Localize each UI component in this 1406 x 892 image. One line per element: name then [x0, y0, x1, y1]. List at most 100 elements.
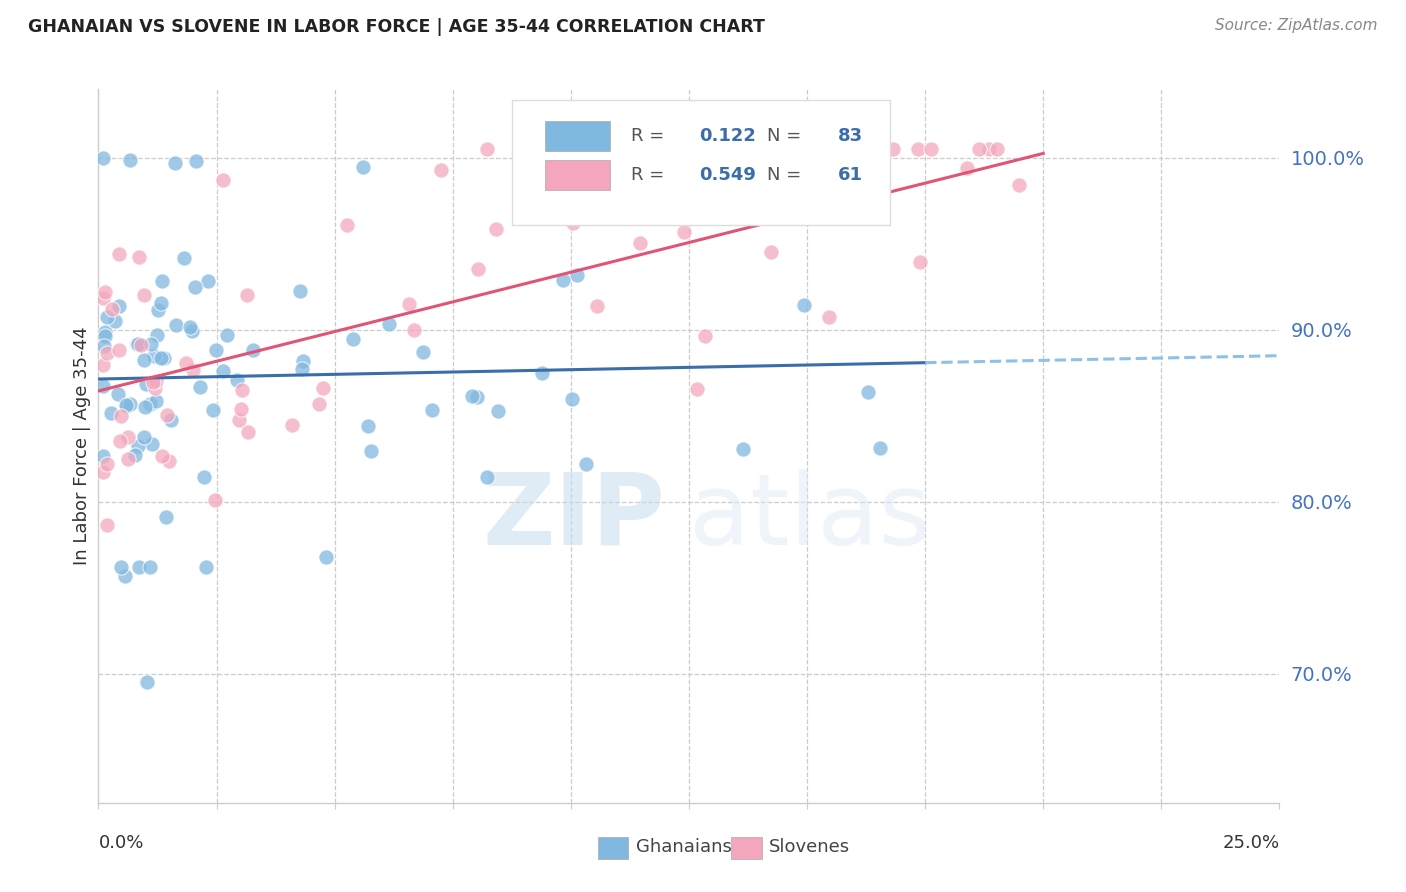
Point [96, 457, 118, 471]
Point [291, 353, 314, 368]
Point [128, 250, 150, 264]
Point [205, 343, 228, 358]
Point [153, 351, 176, 365]
Point [120, 397, 142, 411]
Point [465, 390, 488, 404]
Point [308, 397, 330, 411]
Point [673, 226, 696, 240]
FancyBboxPatch shape [546, 160, 610, 190]
Point [143, 381, 166, 395]
Point [225, 373, 247, 387]
Point [692, 180, 714, 194]
Point [96, 517, 118, 532]
Point [956, 161, 979, 176]
Point [129, 337, 152, 351]
Point [817, 310, 839, 324]
Point [352, 160, 374, 174]
Text: 0.0%: 0.0% [98, 834, 143, 852]
Point [420, 402, 443, 417]
Point [228, 413, 250, 427]
Point [117, 430, 139, 444]
Point [156, 409, 179, 423]
Point [117, 399, 139, 413]
Point [1008, 178, 1031, 193]
Point [91, 358, 114, 372]
Point [107, 387, 129, 401]
Point [731, 442, 754, 456]
Point [155, 510, 177, 524]
Point [603, 142, 626, 156]
Point [475, 470, 498, 484]
Point [236, 425, 259, 439]
Point [531, 366, 554, 380]
Point [567, 268, 589, 282]
Text: 0.549: 0.549 [700, 166, 756, 184]
Y-axis label: In Labor Force | Age 35-44: In Labor Force | Age 35-44 [73, 326, 91, 566]
Point [91, 465, 114, 479]
Point [242, 343, 264, 357]
Text: 83: 83 [838, 127, 863, 145]
Point [202, 402, 225, 417]
Point [141, 437, 163, 451]
Point [139, 336, 162, 351]
Point [108, 434, 131, 448]
Point [146, 303, 169, 318]
Point [561, 216, 583, 230]
Point [979, 142, 1001, 156]
Point [136, 675, 159, 690]
Point [128, 560, 150, 574]
Point [188, 380, 211, 394]
Point [197, 274, 219, 288]
Point [110, 409, 132, 424]
Point [181, 324, 204, 338]
Point [910, 255, 932, 269]
Point [166, 318, 188, 332]
Point [291, 362, 314, 376]
Point [127, 337, 149, 351]
Point [461, 389, 484, 403]
Point [145, 374, 167, 388]
Point [761, 244, 783, 259]
Point [360, 443, 382, 458]
Point [793, 298, 815, 312]
Point [138, 396, 160, 410]
Point [179, 320, 201, 334]
Point [127, 337, 149, 351]
Point [132, 430, 155, 444]
Point [342, 332, 364, 346]
Point [193, 470, 215, 484]
Point [94, 285, 117, 300]
Point [467, 262, 489, 277]
Point [100, 406, 122, 420]
Point [484, 222, 506, 236]
FancyBboxPatch shape [512, 100, 890, 225]
Point [142, 349, 165, 363]
Point [231, 383, 253, 397]
Point [138, 560, 160, 574]
Point [173, 251, 195, 265]
Point [107, 343, 129, 357]
Point [94, 329, 117, 343]
Point [288, 285, 311, 299]
Point [430, 163, 453, 178]
Point [969, 142, 991, 156]
Point [117, 452, 139, 467]
Text: Ghanaians: Ghanaians [636, 838, 731, 856]
Point [145, 393, 167, 408]
Point [212, 173, 235, 187]
Text: N =: N = [766, 127, 807, 145]
Point [91, 151, 114, 165]
Point [575, 457, 598, 471]
Text: GHANAIAN VS SLOVENE IN LABOR FORCE | AGE 35-44 CORRELATION CHART: GHANAIAN VS SLOVENE IN LABOR FORCE | AGE… [28, 18, 765, 36]
Point [693, 329, 716, 343]
Point [93, 338, 115, 352]
Point [104, 314, 127, 328]
Point [132, 352, 155, 367]
Point [146, 328, 169, 343]
Point [312, 381, 335, 395]
Point [586, 299, 609, 313]
Point [163, 156, 186, 170]
Point [378, 317, 401, 331]
Point [212, 364, 235, 378]
Point [561, 392, 583, 407]
